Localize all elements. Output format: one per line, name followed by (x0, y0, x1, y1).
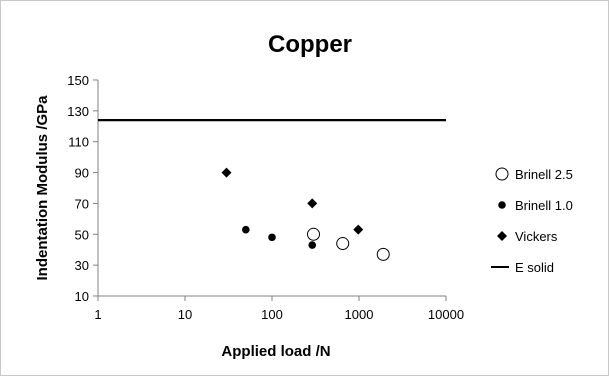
y-tick-label: 110 (68, 135, 89, 150)
data-point (336, 237, 350, 251)
data-point (376, 247, 390, 261)
chart-title: Copper (268, 31, 352, 58)
y-tick-label: 130 (67, 104, 89, 119)
legend-label: Brinell 2.5 (515, 167, 573, 182)
legend-marker (495, 167, 509, 181)
y-axis-title: Indentation Modulus /GPa (34, 95, 51, 281)
y-tick-label: 50 (75, 227, 89, 242)
data-point (268, 233, 276, 242)
legend-marker (498, 201, 506, 209)
x-axis-title: Applied load /N (221, 343, 330, 360)
data-point (307, 198, 318, 209)
y-tick-label: 30 (75, 258, 89, 273)
y-tick-label: 70 (75, 196, 89, 211)
legend-label: Vickers (515, 229, 558, 244)
y-tick-label: 10 (75, 289, 89, 304)
x-tick-label: 10000 (428, 307, 464, 322)
y-tick-label: 90 (75, 166, 89, 181)
legend: Brinell 2.5 Brinell 1.0 Vickers E solid (491, 167, 573, 275)
legend-label: E solid (515, 260, 554, 275)
x-tick-label: 1000 (345, 307, 374, 322)
legend-marker (497, 231, 507, 241)
x-tick-label: 100 (261, 307, 283, 322)
data-point (221, 167, 232, 178)
data-point (307, 227, 321, 241)
legend-label: Brinell 1.0 (515, 198, 573, 213)
data-point (308, 241, 317, 249)
data-point (242, 225, 250, 234)
x-tick-label: 1 (94, 307, 101, 322)
data-point (353, 224, 364, 235)
y-tick-label: 150 (67, 73, 89, 88)
x-tick-label: 10 (178, 307, 192, 322)
